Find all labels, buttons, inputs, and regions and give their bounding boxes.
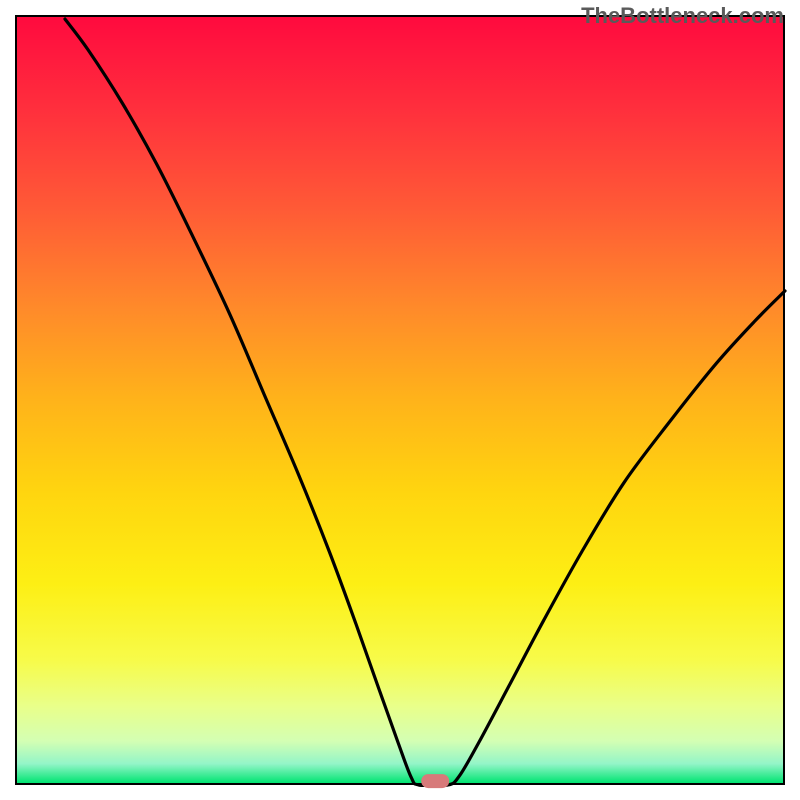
plot-area xyxy=(15,15,785,785)
bottleneck-curve xyxy=(65,19,785,786)
bottleneck-marker xyxy=(421,774,449,788)
watermark-text: TheBottleneck.com xyxy=(581,3,784,29)
chart-frame: TheBottleneck.com xyxy=(0,0,800,800)
curve-layer xyxy=(17,17,787,787)
